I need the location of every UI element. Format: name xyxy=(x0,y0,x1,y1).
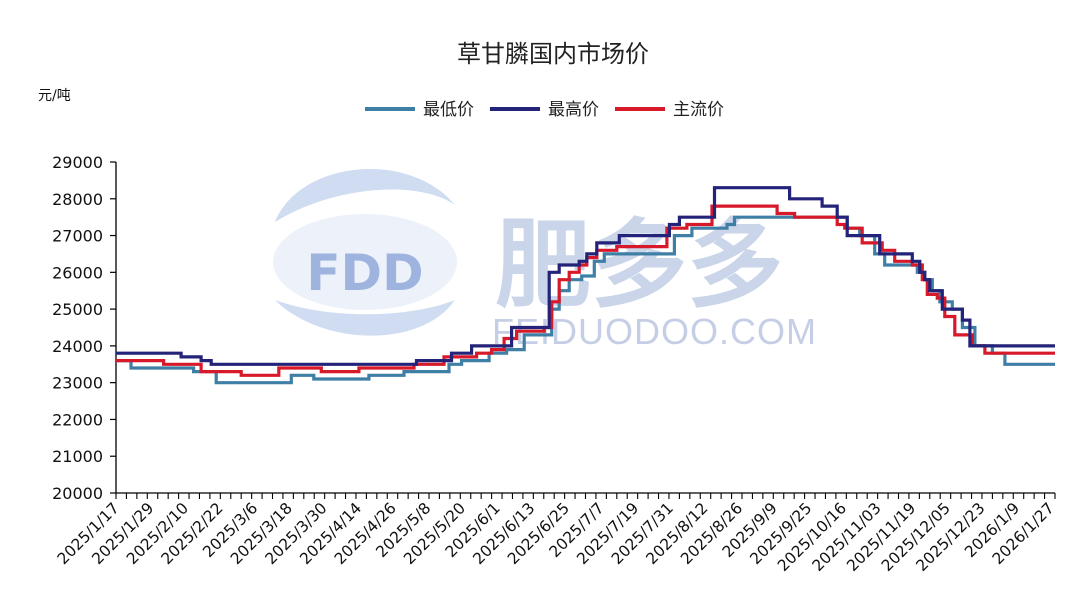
y-tick-label: 28000 xyxy=(52,190,103,209)
watermark: FDD 肥多多 FEIDUODOO.COM xyxy=(273,169,817,352)
y-tick-label: 22000 xyxy=(52,410,103,429)
watermark-logo-text: FDD xyxy=(306,244,423,302)
legend-label: 最低价 xyxy=(423,100,474,120)
y-tick-label: 26000 xyxy=(52,263,103,282)
series-line-low xyxy=(116,215,1055,385)
chart-title: 草甘膦国内市场价 xyxy=(457,40,649,68)
watermark-en-text: FEIDUODOO.COM xyxy=(492,311,817,352)
y-tick-label: 24000 xyxy=(52,337,103,356)
legend: 最低价 最高价 主流价 xyxy=(365,100,724,120)
watermark-logo-icon: FDD xyxy=(273,169,457,336)
y-axis-unit-label: 元/吨 xyxy=(38,88,71,104)
legend-label: 最高价 xyxy=(548,100,599,120)
y-tick-label: 20000 xyxy=(52,484,103,503)
y-tick-label: 25000 xyxy=(52,300,103,319)
series-line-high xyxy=(116,186,1055,366)
y-tick-label: 29000 xyxy=(52,153,103,172)
y-tick-label: 27000 xyxy=(52,227,103,246)
series-line-main xyxy=(116,204,1055,377)
y-tick-label: 21000 xyxy=(52,447,103,466)
series-layer xyxy=(116,186,1055,385)
watermark-cn-text: 肥多多 xyxy=(495,209,783,321)
y-tick-label: 23000 xyxy=(52,374,103,393)
legend-label: 主流价 xyxy=(673,100,724,120)
